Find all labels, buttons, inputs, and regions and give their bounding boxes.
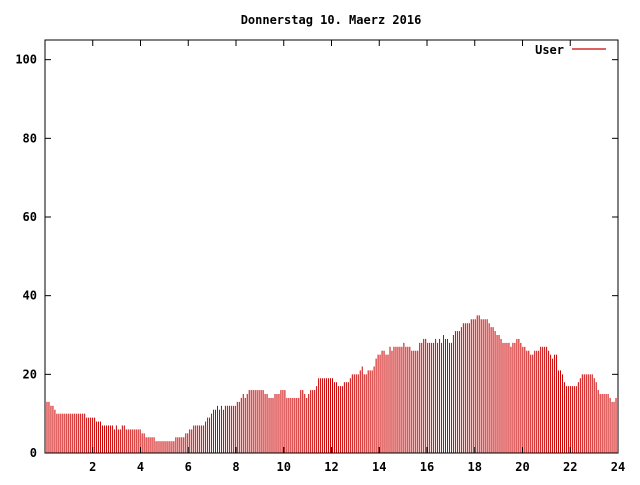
x-tick-label: 24 <box>611 460 625 474</box>
y-tick-label: 80 <box>23 131 37 145</box>
x-tick-label: 16 <box>420 460 434 474</box>
plot-area <box>44 315 619 453</box>
x-tick-label: 18 <box>468 460 482 474</box>
x-tick-label: 12 <box>324 460 338 474</box>
y-tick-label: 0 <box>30 446 37 460</box>
x-tick-label: 20 <box>515 460 529 474</box>
x-tick-label: 8 <box>232 460 239 474</box>
y-tick-label: 60 <box>23 210 37 224</box>
x-tick-label: 2 <box>89 460 96 474</box>
y-tick-label: 40 <box>23 289 37 303</box>
y-tick-label: 100 <box>15 53 37 67</box>
x-tick-label: 10 <box>277 460 291 474</box>
legend-label: User <box>535 43 564 57</box>
legend: User <box>535 43 606 57</box>
y-tick-label: 20 <box>23 367 37 381</box>
plot-frame <box>44 39 619 454</box>
x-tick-label: 6 <box>185 460 192 474</box>
x-tick-label: 22 <box>563 460 577 474</box>
x-tick-label: 4 <box>137 460 144 474</box>
chart-title: Donnerstag 10. Maerz 2016 <box>241 13 422 27</box>
x-tick-label: 14 <box>372 460 386 474</box>
